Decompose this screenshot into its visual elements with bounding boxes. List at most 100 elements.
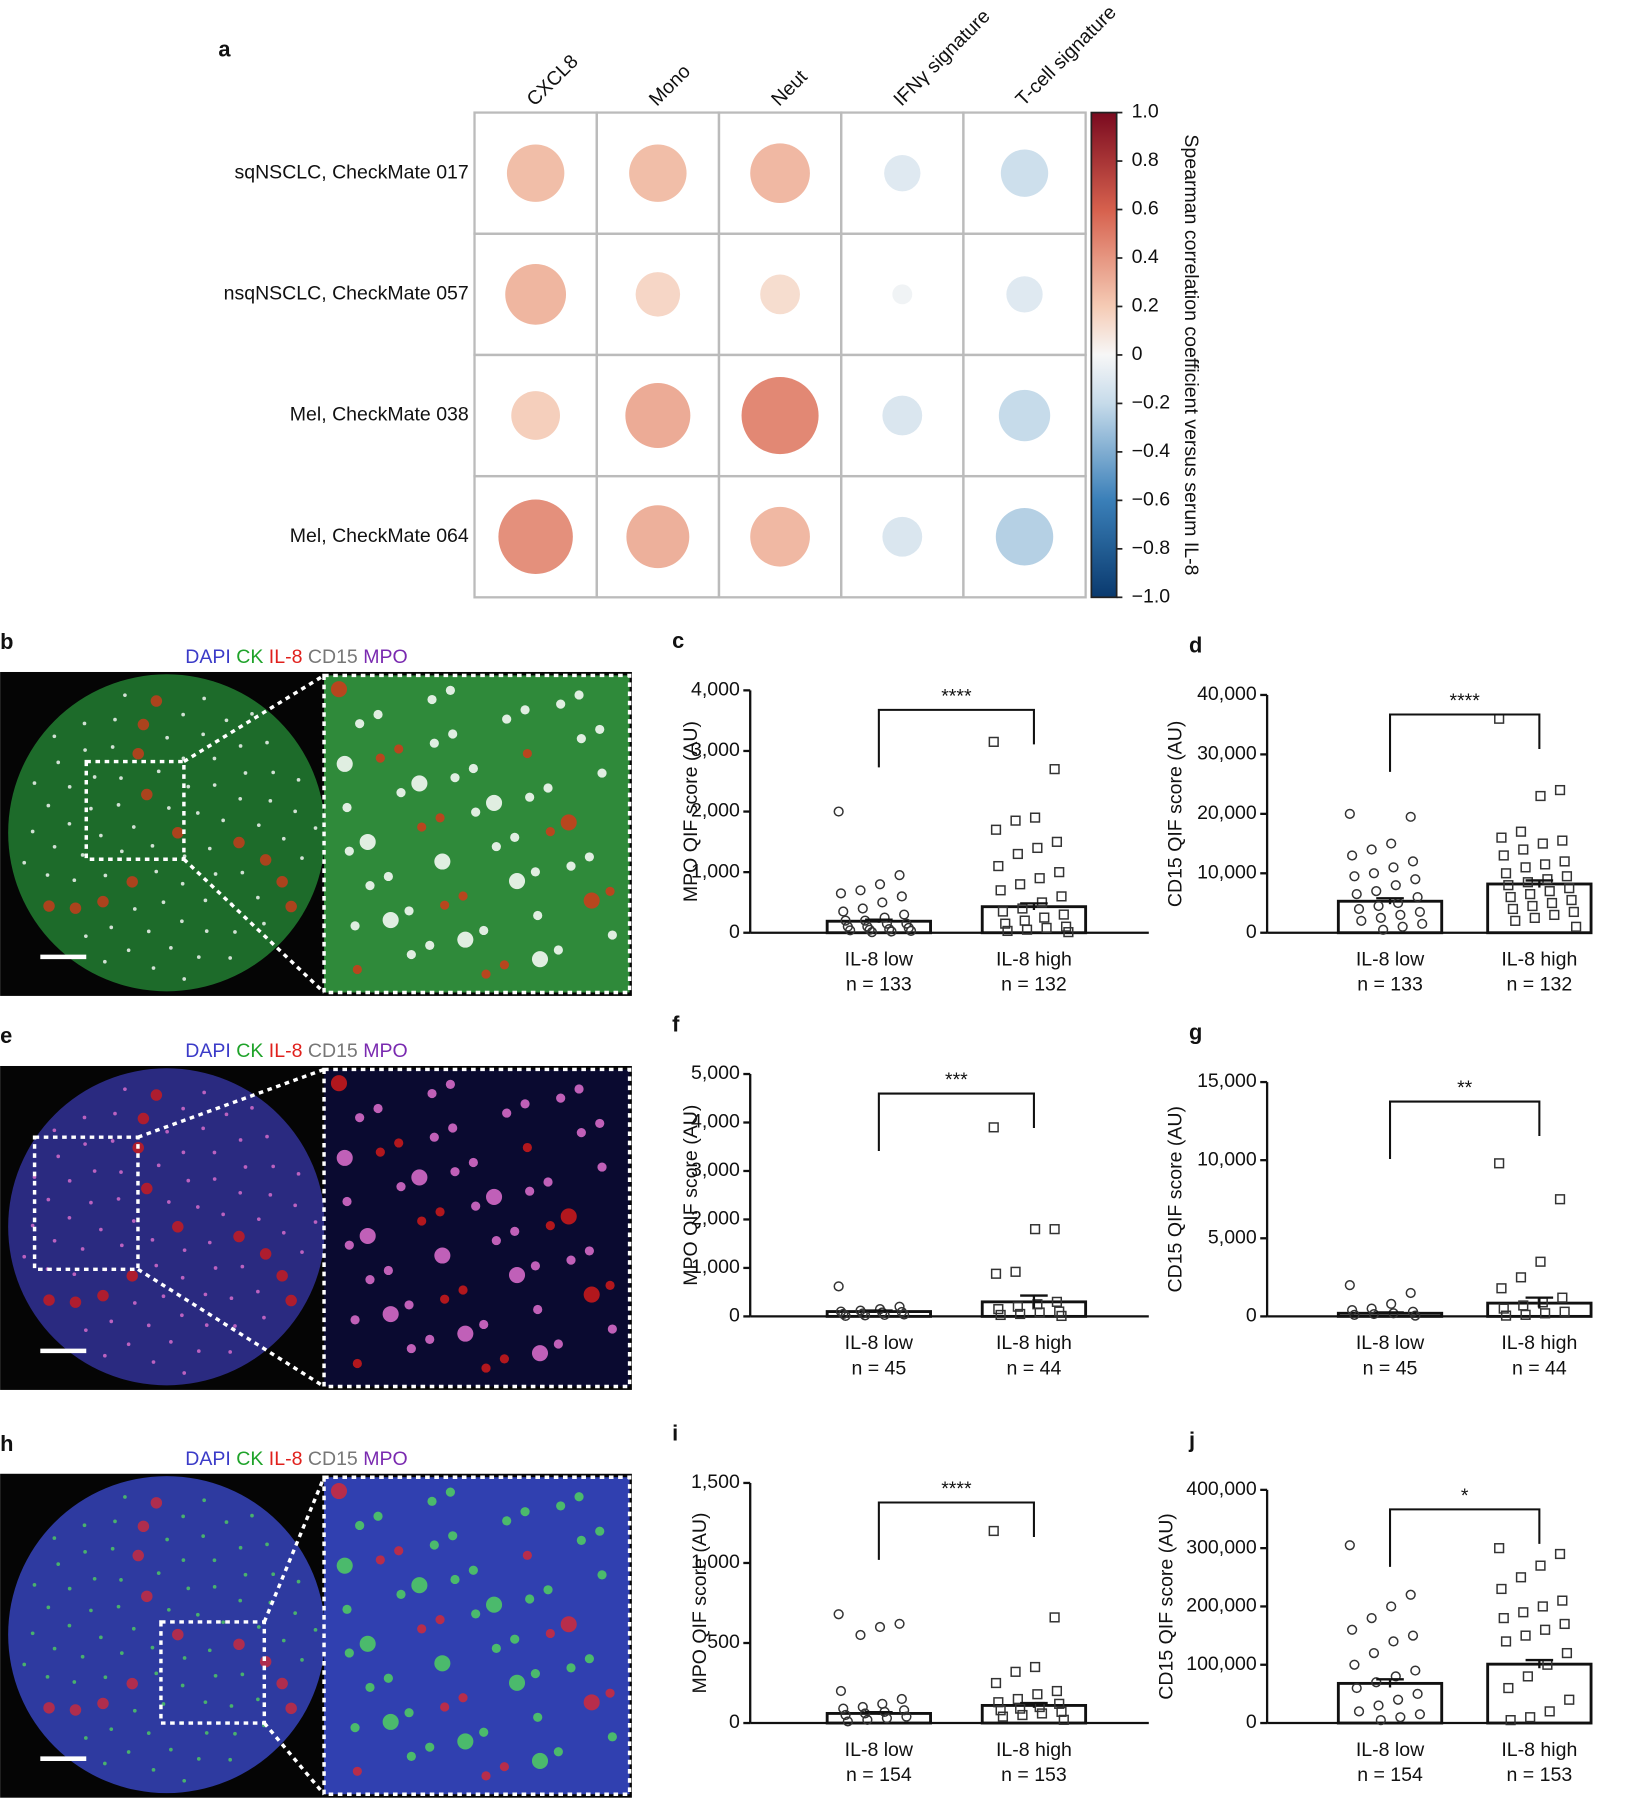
data-point [1503,1682,1514,1694]
data-point [1503,880,1514,891]
data-point [1537,838,1548,849]
cell-dot [165,1129,169,1134]
inset-cell [336,1149,353,1166]
cell-dot [32,1583,37,1587]
cell-dot [256,823,261,827]
data-point [1349,1659,1360,1670]
cell-dot [281,836,286,841]
cell-dot [202,696,206,701]
inset-cell [522,1550,532,1560]
cell-dot [240,1672,245,1677]
data-point [1060,921,1072,932]
inset-cell [597,1570,607,1580]
panel-letter: c [672,628,684,653]
inset-cell [427,1496,437,1506]
cell-dot [126,876,138,888]
cell-dot [204,929,209,933]
cell-dot [229,1296,234,1301]
data-point [1347,850,1358,861]
inset-cell [396,1589,406,1599]
n-label: n = 153 [1507,1764,1573,1786]
data-point [894,1618,905,1629]
data-point [1539,1308,1551,1319]
stain-name: CK [236,1040,263,1062]
inset-cell [471,1201,481,1211]
cell-dot [110,1139,115,1143]
cell-dot [256,1697,260,1702]
inset-cell [359,833,376,851]
cell-dot [167,806,171,810]
inset-cell [531,1345,549,1362]
stain-name: DAPI [185,1448,231,1470]
data-point [1366,1303,1377,1314]
cell-dot [238,1598,243,1603]
inset-cell [330,1075,348,1092]
correlation-dot [1006,276,1043,313]
n-label: n = 133 [1357,974,1423,996]
cell-dot [180,881,185,886]
inset-cell [427,1088,437,1099]
data-point [857,1701,868,1713]
cell-dot [131,1219,136,1223]
inset-cell [375,753,385,763]
row-label: sqNSCLC, CheckMate 017 [234,161,468,183]
significance-bracket [877,1501,1035,1560]
inset-cell [365,881,375,891]
tissue-core [8,1068,326,1386]
cell-dot [195,1612,200,1617]
x-tick-label: IL-8 low [1356,1739,1425,1761]
inset [322,1067,632,1389]
cell-dot [132,747,144,760]
cell-dot [243,1165,248,1169]
cell-dot [293,1203,298,1208]
data-point [1056,1310,1067,1322]
data-point [1012,1301,1023,1312]
cell-dot [285,1294,297,1307]
data-point [1557,835,1568,846]
cell-dot [233,836,245,849]
data-point [1566,894,1577,906]
y-tick-label: 400,000 [1186,1478,1257,1500]
cell-dot [137,718,150,731]
cell-dot [228,1757,233,1762]
stain-legend: DAPI CK IL-8 CD15 MPO [185,1448,407,1470]
cell-dot [238,1138,243,1142]
panel-letter: f [672,1012,680,1037]
inset-cell [576,1128,586,1138]
data-point [862,1714,873,1725]
y-axis-label: CD15 QIF score (AU) [1165,1106,1187,1293]
inset-cell [342,1196,352,1207]
inset-cell [406,1751,416,1761]
data-point [1039,912,1050,923]
cell-dot [97,895,109,908]
cell-dot [109,1319,114,1324]
inset-cell [583,892,600,909]
inset-cell [574,1084,584,1094]
data-point [988,736,999,747]
inset-cell [545,827,555,837]
cell-dot [202,1090,206,1095]
data-point [1388,862,1399,873]
colorbar-tick-label: −0.8 [1132,537,1171,559]
cell-dot [233,1638,245,1651]
data-point [884,923,895,935]
data-point [1378,924,1389,935]
data-point [1498,850,1509,861]
cell-dot [293,809,298,814]
zoom-box [84,759,186,861]
cell-dot [195,1205,200,1209]
stain-name: MPO [363,646,407,668]
cell-dot [132,1301,137,1305]
data-point [1344,1540,1355,1551]
colorbar-tick-label: 0.6 [1132,198,1159,220]
stain-name: CK [236,1448,263,1470]
cell-dot [240,870,245,875]
x-tick-label: IL-8 low [1356,948,1425,970]
data-point [1375,912,1386,923]
data-point [1012,848,1023,860]
data-point [886,926,897,937]
inset-cell [531,1752,549,1769]
inset-cell [448,729,458,739]
inset-cell [566,1663,576,1673]
y-tick-label: 0 [1246,921,1257,943]
